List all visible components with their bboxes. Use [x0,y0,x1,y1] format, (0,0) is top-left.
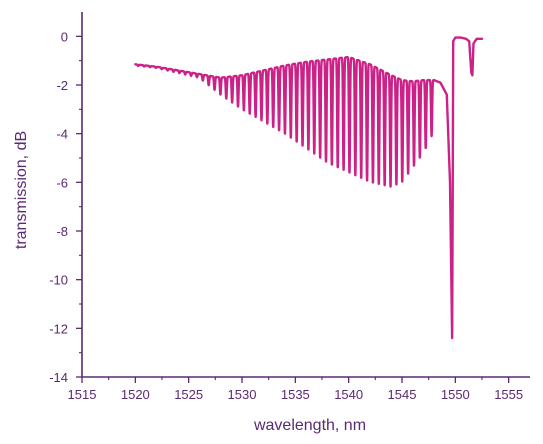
x-tick-label: 1540 [334,387,363,402]
y-axis-title: transmission, dB [13,131,30,249]
y-tick-label: -10 [49,273,68,288]
y-tick-label: -4 [56,127,68,142]
x-tick-label: 1535 [281,387,310,402]
y-tick-label: -14 [49,370,68,385]
y-tick-label: -6 [56,175,68,190]
y-tick-label: -8 [56,224,68,239]
y-tick-label: -2 [56,78,68,93]
plot-area [134,36,484,340]
y-tick-label: -12 [49,321,68,336]
y-tick-label: 0 [61,29,68,44]
axes-group: 1515 1520 1525 1530 1535 1540 1545 1550 1555 0 -2 -… [49,12,530,402]
x-tick-label: 1525 [174,387,203,402]
x-tick-label: 1550 [441,387,470,402]
x-tick-label: 1530 [228,387,257,402]
x-tick-label: 1545 [388,387,417,402]
x-tick-label: 1520 [121,387,150,402]
x-tick-label: 1555 [494,387,523,402]
x-tick-label: 1515 [68,387,97,402]
transmission-line-series-0 [134,36,484,340]
x-axis-title: wavelength, nm [253,417,366,434]
